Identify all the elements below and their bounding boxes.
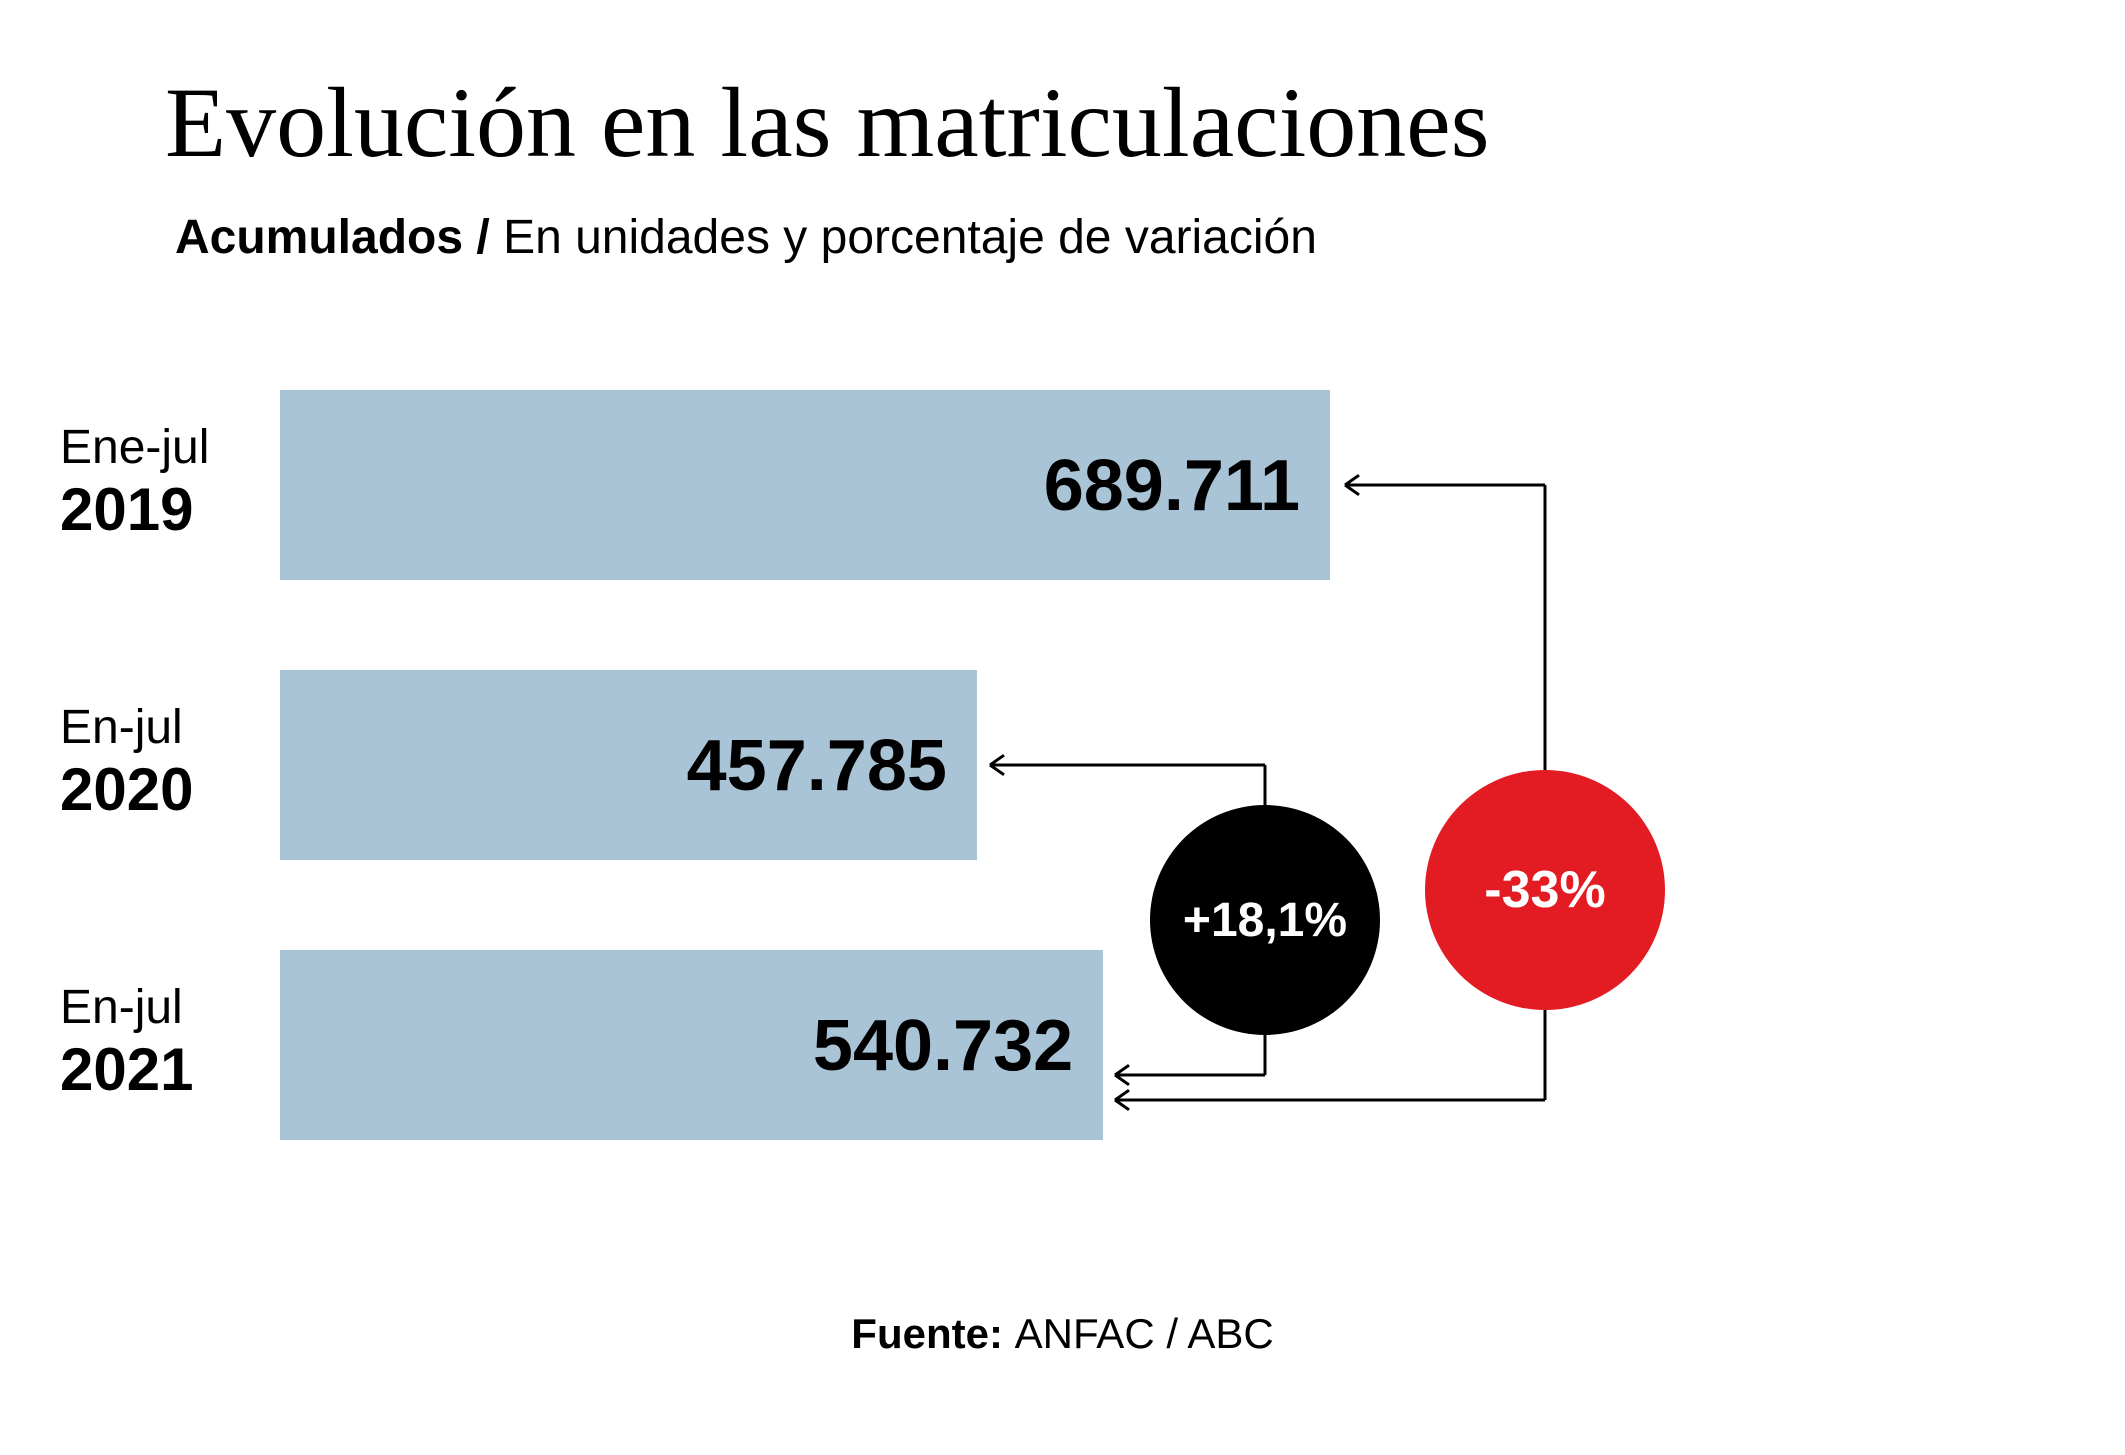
row-period-2021: En-jul [60, 981, 183, 1034]
badge-black-text: +18,1% [1183, 893, 1347, 948]
row-period-2020: En-jul [60, 701, 183, 754]
badge-black: +18,1% [1150, 805, 1380, 1035]
row-label-2021: En-jul 2021 [60, 980, 193, 1104]
chart-subtitle: Acumulados / En unidades y porcentaje de… [175, 210, 1317, 265]
bar-value-2020: 457.785 [547, 725, 947, 807]
badge-red-text: -33% [1484, 860, 1605, 920]
chart-source: Fuente: ANFAC / ABC [0, 1310, 2125, 1358]
source-rest: ANFAC / ABC [1015, 1310, 1274, 1357]
row-period-2019: Ene-jul [60, 421, 209, 474]
badge-red: -33% [1425, 770, 1665, 1010]
bar-value-2021: 540.732 [673, 1005, 1073, 1087]
chart-canvas: Evolución en las matriculaciones Acumula… [0, 0, 2125, 1455]
source-bold: Fuente: [851, 1310, 1014, 1357]
chart-title: Evolución en las matriculaciones [165, 70, 1490, 175]
row-label-2020: En-jul 2020 [60, 700, 193, 824]
bar-value-2019: 689.711 [900, 445, 1300, 527]
subtitle-bold: Acumulados / [175, 211, 503, 264]
row-year-2021: 2021 [60, 1035, 193, 1104]
row-year-2019: 2019 [60, 475, 209, 544]
row-year-2020: 2020 [60, 755, 193, 824]
row-label-2019: Ene-jul 2019 [60, 420, 209, 544]
subtitle-rest: En unidades y porcentaje de variación [503, 211, 1317, 264]
